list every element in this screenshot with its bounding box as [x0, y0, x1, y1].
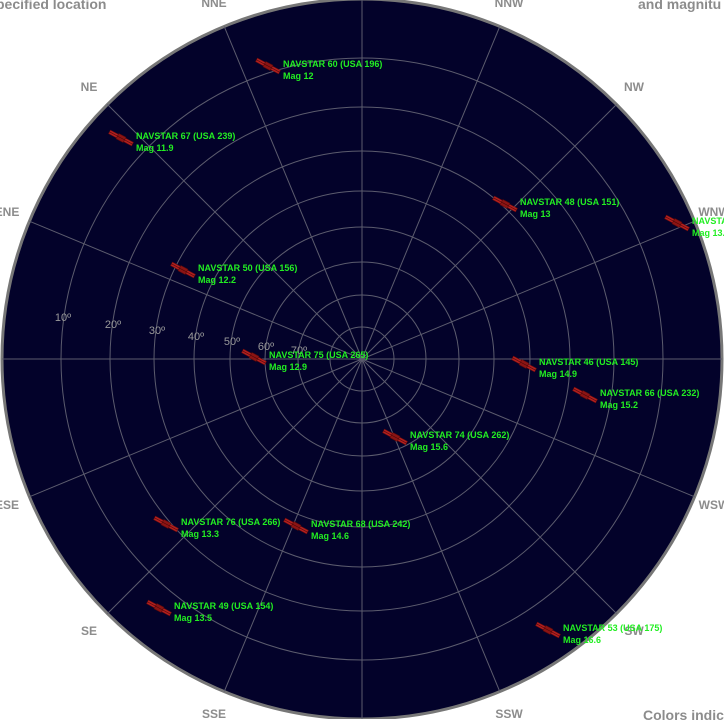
direction-label: NNE [201, 0, 226, 10]
satellite-icon [255, 57, 281, 75]
direction-label: WNW [698, 205, 724, 219]
satellite-icon [664, 214, 690, 232]
satellite-icon [535, 621, 561, 639]
azimuth-spoke [361, 358, 501, 692]
satellite-magnitude: Mag 13.3 [181, 529, 219, 539]
satellite-name: NAVSTAR 49 (USA 154) [174, 601, 273, 611]
satellite-icon [382, 428, 408, 446]
satellite-name: NAVSTAR 60 (USA 196) [283, 59, 382, 69]
elevation-ring-label: 40º [188, 331, 204, 343]
satellite-marker[interactable]: NAVSTAR 67 (USA 239) Mag 11.9 [108, 129, 235, 153]
satellite-name: NAVSTAR 46 (USA 145) [539, 357, 638, 367]
satellite-marker[interactable]: NAVSTAR 74 (USA 262) Mag 15.6 [382, 428, 509, 452]
satellite-icon [146, 599, 172, 617]
satellite-marker[interactable]: NAVSTAR 75 (USA 265) Mag 12.9 [241, 348, 368, 372]
azimuth-spoke [223, 26, 363, 360]
satellite-magnitude: Mag 12.2 [198, 275, 236, 285]
satellite-name: NAVSTAR 74 (USA 262) [410, 430, 509, 440]
satellite-marker[interactable]: NAVSTAR 51 (USA 168) Mag 13. [664, 214, 724, 238]
direction-label: SSW [495, 707, 523, 719]
satellite-magnitude: Mag 11.9 [136, 143, 174, 153]
azimuth-spoke [107, 104, 363, 360]
satellite-marker[interactable]: NAVSTAR 50 (USA 156) Mag 12.2 [170, 261, 297, 285]
satellite-icon [153, 515, 179, 533]
satellite-name: NAVSTAR 48 (USA 151) [520, 197, 619, 207]
satellite-name: NAVSTAR 67 (USA 239) [136, 131, 235, 141]
elevation-ring-label: 70º [291, 345, 307, 357]
satellite-magnitude: Mag 13 [520, 209, 551, 219]
satellite-magnitude: Mag 16.6 [563, 635, 601, 645]
elevation-ring-label: 60º [258, 341, 274, 353]
direction-label: WSW [699, 498, 724, 512]
elevation-ring-label: 20º [105, 319, 121, 331]
satellite-magnitude: Mag 14.6 [311, 531, 349, 541]
azimuth-spoke [361, 26, 501, 360]
satellite-marker[interactable]: NAVSTAR 48 (USA 151) Mag 13 [492, 195, 619, 219]
satellite-magnitude: Mag 14.9 [539, 369, 577, 379]
satellite-marker[interactable]: NAVSTAR 76 (USA 266) Mag 13.3 [153, 515, 280, 539]
satellite-magnitude: Mag 13. [692, 228, 724, 238]
satellite-marker[interactable]: NAVSTAR 46 (USA 145) Mag 14.9 [511, 355, 638, 379]
satellite-name: NAVSTAR 66 (USA 232) [600, 388, 699, 398]
satellite-icon [492, 195, 518, 213]
satellite-name: NAVSTAR 51 (USA 168) [692, 216, 724, 226]
direction-label: NNW [495, 0, 524, 10]
satellite-marker[interactable]: NAVSTAR 60 (USA 196) Mag 12 [255, 57, 382, 81]
satellite-name: NAVSTAR 75 (USA 265) [269, 350, 368, 360]
azimuth-spoke [361, 358, 617, 614]
satellite-icon [511, 355, 537, 373]
direction-label: NE [81, 80, 98, 94]
direction-label: SE [81, 624, 97, 638]
azimuth-spoke [361, 358, 695, 498]
satellite-name: NAVSTAR 68 (USA 242) [311, 519, 410, 529]
satellite-name: NAVSTAR 76 (USA 266) [181, 517, 280, 527]
satellite-magnitude: Mag 12 [283, 71, 314, 81]
direction-label: SW [624, 624, 644, 638]
elevation-ring-label: 10º [55, 312, 71, 324]
azimuth-spoke [361, 220, 695, 360]
direction-label: SSE [202, 707, 226, 719]
satellite-icon [108, 129, 134, 147]
satellite-name: NAVSTAR 50 (USA 156) [198, 263, 297, 273]
satellite-icon [241, 348, 267, 366]
satellite-magnitude: Mag 15.6 [410, 442, 448, 452]
azimuth-spoke [29, 220, 363, 360]
satellite-magnitude: Mag 13.5 [174, 613, 212, 623]
satellite-magnitude: Mag 12.9 [269, 362, 307, 372]
satellite-icon [572, 386, 598, 404]
elevation-ring-label: 30º [149, 325, 165, 337]
satellite-icon [283, 517, 309, 535]
elevation-ring-label: 50º [224, 336, 240, 348]
caption-bottom-right: Colors indic [643, 707, 724, 723]
satellite-icon [170, 261, 196, 279]
satellite-marker[interactable]: NAVSTAR 53 (USA 175) Mag 16.6 [535, 621, 662, 645]
satellite-name: NAVSTAR 53 (USA 175) [563, 623, 662, 633]
direction-label: ESE [0, 498, 19, 512]
satellite-magnitude: Mag 15.2 [600, 400, 638, 410]
direction-label: ENE [0, 205, 19, 219]
caption-top-left: pecified location [0, 0, 107, 12]
caption-top-right: and magnitu [638, 0, 722, 12]
satellite-marker[interactable]: NAVSTAR 49 (USA 154) Mag 13.5 [146, 599, 273, 623]
direction-label: NW [624, 80, 645, 94]
azimuth-spoke [107, 358, 363, 614]
satellite-marker[interactable]: NAVSTAR 68 (USA 242) Mag 14.6 [283, 517, 410, 541]
azimuth-spoke [361, 104, 617, 360]
satellite-marker[interactable]: NAVSTAR 66 (USA 232) Mag 15.2 [572, 386, 699, 410]
azimuth-spoke [29, 358, 363, 498]
